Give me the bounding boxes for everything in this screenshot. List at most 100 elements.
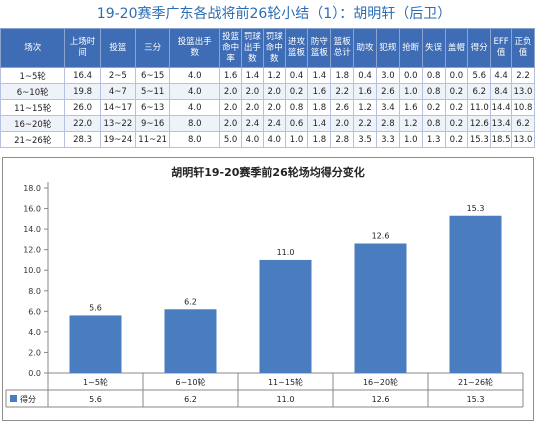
table-cell: 2.8 [330,131,355,148]
table-cell: 2.8 [375,115,400,132]
table-cell: 2.2 [353,115,377,132]
data-label: 6.2 [184,297,197,306]
table-cell: 0.6 [284,115,309,132]
table-cell: 4.4 [490,67,512,84]
y-tick-label: 2.0 [28,348,41,357]
table-cell: 8.0 [169,131,221,148]
table-cell: 19.8 [64,83,101,100]
column-header: 罚球 命中数 [262,28,286,68]
column-header: 罚球 出手数 [240,28,264,68]
column-header: 三分 [135,28,171,68]
chart-panel: 胡明轩19-20赛季前26轮场均得分变化 0.0 2.0 4.0 6.0 8.0 10.0 1… [2,157,534,421]
table-cell: 0.8 [284,99,309,116]
table-cell: 2.0 [330,115,355,132]
data-table-value: 11.0 [277,395,295,404]
table-cell: 4.0 [240,131,264,148]
table-cell: 1.4 [307,115,332,132]
table-cell: 1.2 [353,99,377,116]
y-tick-label: 14.0 [23,225,41,234]
column-header: EFF 值 [490,28,512,68]
table-cell: 1.6 [219,67,242,84]
table-cell: 4.0 [169,67,221,84]
table-row: 1~5轮 16.4 2~5 6~15 4.0 1.6 1.4 1.2 0.4 1.4 1.8 0.4 3… [0,67,536,84]
table-cell: 2.4 [262,115,286,132]
data-table-value: 6.2 [184,395,197,404]
table-cell: 21~26轮 [0,131,66,148]
legend-label: 得分 [20,394,36,404]
table-cell: 2.6 [330,99,355,116]
table-cell: 1.8 [330,67,355,84]
x-tick-label: 21~26轮 [458,377,493,387]
table-cell: 9~16 [135,115,171,132]
table-cell: 2.0 [262,83,286,100]
table-cell: 1.0 [398,83,423,100]
table-cell: 26.0 [64,99,101,116]
table-cell: 28.3 [64,131,101,148]
stats-table: 场次 上场时间投篮 三分 投篮出手数投篮 命中率罚球 出手数罚球 命中数进攻 篮板 防守 篮板 篮板… [0,28,536,148]
table-cell: 2.0 [219,83,242,100]
table-cell: 6~15 [135,67,171,84]
table-cell: 10.8 [510,99,536,116]
column-header: 投篮出手数 [169,28,221,68]
x-tick-label: 1~5轮 [83,377,108,387]
table-cell: 14~17 [99,99,137,116]
table-cell: 6.2 [510,115,536,132]
table-cell: 1.6 [353,83,377,100]
table-row: 6~10轮 19.8 4~7 5~11 4.0 2.0 2.0 2.0 0.2 1.6 2.2 1.6… [0,83,536,100]
data-label: 12.6 [372,232,390,241]
y-tick-label: 10.0 [23,266,41,275]
table-cell: 2.2 [330,83,355,100]
table-cell: 2.6 [375,83,400,100]
data-label: 11.0 [277,248,295,257]
table-cell: 1.6 [307,83,332,100]
table-cell: 8.0 [169,115,221,132]
x-tick-label: 16~20轮 [363,377,398,387]
x-tick-label: 6~10轮 [176,377,206,387]
column-header: 正负值 [510,28,536,68]
table-cell: 1.4 [307,67,332,84]
table-cell: 0.4 [284,67,309,84]
table-cell: 0.2 [284,83,309,100]
bar [354,243,407,373]
bar [69,315,122,373]
table-cell: 16.4 [64,67,101,84]
table-cell: 3.3 [375,131,400,148]
table-cell: 11~15轮 [0,99,66,116]
score-bar-chart: 胡明轩19-20赛季前26轮场均得分变化 0.0 2.0 4.0 6.0 8.0 10.0 1… [5,165,524,408]
table-cell: 0.2 [444,131,469,148]
column-header: 助攻 [353,28,377,68]
table-cell: 4.0 [169,83,221,100]
table-cell: 1.2 [262,67,286,84]
y-tick-label: 12.0 [23,246,41,255]
table-cell: 1~5轮 [0,67,66,84]
column-header: 得分 [467,28,492,68]
y-tick-label: 6.0 [28,307,41,316]
table-cell: 22.0 [64,115,101,132]
table-cell: 13.0 [510,131,536,148]
table-cell: 0.8 [421,115,446,132]
column-header: 犯规 [375,28,400,68]
table-cell: 6~13 [135,99,171,116]
table-cell: 1.0 [398,131,423,148]
column-header: 篮板 总计 [330,28,355,68]
table-cell: 15.3 [467,131,492,148]
column-header: 失误 [421,28,446,68]
y-tick-label: 16.0 [23,205,41,214]
table-cell: 3.5 [353,131,377,148]
chart-title: 胡明轩19-20赛季前26轮场均得分变化 [171,165,365,179]
column-header: 盖帽 [444,28,469,68]
column-header: 进攻 篮板 [284,28,309,68]
table-cell: 2~5 [99,67,137,84]
table-cell: 13.0 [510,83,536,100]
table-cell: 4~7 [99,83,137,100]
column-header: 场次 [0,28,66,68]
table-cell: 0.0 [444,67,469,84]
table-cell: 2.0 [219,115,242,132]
column-header: 抢断 [398,28,423,68]
table-cell: 6~10轮 [0,83,66,100]
table-cell: 4.0 [169,99,221,116]
data-table-value: 12.6 [372,395,390,404]
table-cell: 0.2 [444,83,469,100]
table-cell: 0.2 [444,115,469,132]
table-cell: 11.0 [467,99,492,116]
